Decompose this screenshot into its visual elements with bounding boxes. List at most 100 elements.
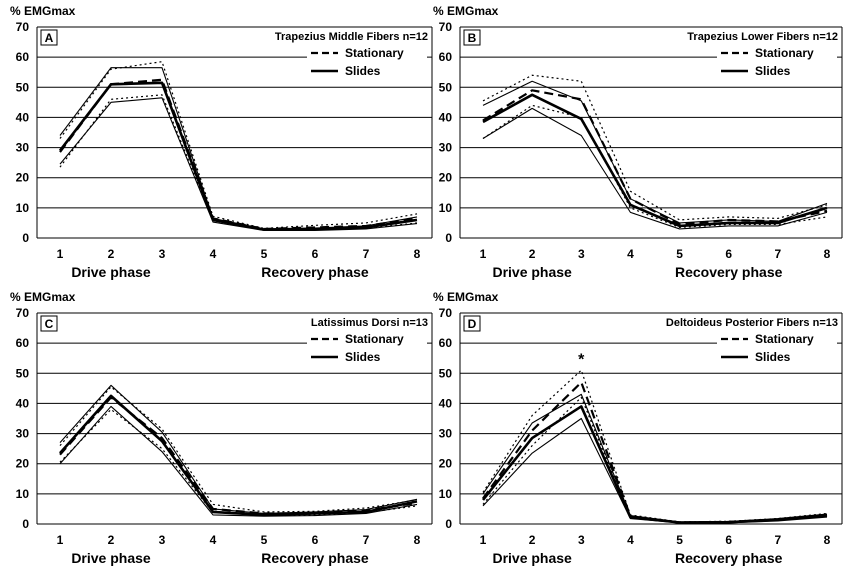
series-line-slides-upper [59,67,418,230]
y-tick-label: 40 [16,396,30,410]
series-line-stationary-upper [59,386,418,513]
y-tick-label: 60 [16,50,30,64]
y-tick-label: 30 [16,427,30,441]
x-axis-label-recovery: Recovery phase [675,264,783,280]
y-tick-label: 60 [16,336,30,350]
x-tick-label: 3 [159,247,166,261]
y-tick-label: 50 [439,366,453,380]
y-tick-label: 40 [439,396,453,410]
series-line-slides-lower [482,417,828,524]
panel-letter-box [463,29,481,46]
y-axis-label: % EMGmax [433,4,499,18]
y-tick-label: 20 [16,457,30,471]
panel-letter: B [468,31,477,45]
significance-marker: * [578,351,585,368]
series-line-slides-mean [58,81,418,231]
x-tick-label: 5 [261,533,268,547]
y-tick-label: 60 [439,50,453,64]
series-line-slides-mean [481,405,828,524]
x-tick-label: 3 [578,533,585,547]
y-axis-label: % EMGmax [433,290,499,304]
legend-label-slides: Slides [345,350,381,364]
y-axis-label: % EMGmax [10,4,76,18]
x-tick-label: 4 [210,247,217,261]
panel-letter: D [468,317,477,331]
panel-letter-box [463,315,481,332]
x-axis-label-recovery: Recovery phase [261,550,369,566]
y-tick-label: 10 [16,487,30,501]
series-line-stationary-mean [59,396,418,515]
x-axis-label-drive: Drive phase [492,550,572,566]
series-line-stationary-lower [482,104,828,229]
series-line-stationary-upper [59,61,418,229]
y-tick-label: 20 [439,457,453,471]
x-tick-label: 2 [529,247,536,261]
chart-panel-b: 0 10 20 30 40 50 60 70 % EMGmax 1 2 3 4 5 6 7 8 Drive pha… [433,4,843,280]
chart-panel-c: 0 10 20 30 40 50 60 70 % EMGmax 1 2 3 4 5 6 7 8 Drive pha… [10,290,433,566]
series-line-stationary-mean [482,89,828,226]
y-tick-label: 50 [439,80,453,94]
y-tick-label: 50 [16,80,30,94]
y-tick-label: 20 [439,171,453,185]
legend-label-slides: Slides [755,350,791,364]
x-tick-label: 8 [824,533,831,547]
x-axis-label-drive: Drive phase [492,264,572,280]
x-tick-label: 4 [627,533,634,547]
y-tick-label: 40 [16,110,30,124]
x-tick-label: 6 [312,247,319,261]
y-tick-label: 40 [439,110,453,124]
x-tick-label: 7 [363,247,370,261]
series-line-slides-lower [482,107,828,230]
y-axis-label: % EMGmax [10,290,76,304]
series-line-stationary-lower [59,408,418,516]
y-tick-label: 70 [439,20,453,34]
y-tick-label: 30 [16,141,30,155]
y-tick-label: 20 [16,171,30,185]
x-tick-label: 7 [775,247,782,261]
x-axis-label-recovery: Recovery phase [675,550,783,566]
series-line-slides-upper [482,80,828,224]
legend-label-slides: Slides [345,64,381,78]
x-tick-label: 1 [57,247,64,261]
series-line-slides-upper [482,393,828,523]
x-tick-label: 4 [627,247,634,261]
chart-panel-a: 0 10 20 30 40 50 60 70 % EMGmax 1 2 3 4 5 6 7 8 Drive pha… [10,4,433,280]
chart-title: Trapezius Middle Fibers n=12 [275,31,428,43]
x-tick-label: 2 [108,247,115,261]
series-line-stationary-lower [482,396,828,524]
x-tick-label: 1 [480,533,487,547]
series-line-slides-mean [482,93,828,228]
x-tick-label: 8 [414,533,421,547]
series-line-slides-lower [59,405,418,517]
y-tick-label: 30 [439,141,453,155]
x-tick-label: 1 [480,247,487,261]
y-tick-label: 10 [439,487,453,501]
y-tick-label: 0 [445,517,452,531]
y-tick-label: 0 [22,231,29,245]
series-line-stationary-upper [482,369,828,523]
panel-letter: C [45,317,54,331]
y-tick-label: 50 [16,366,30,380]
x-tick-label: 3 [159,533,166,547]
x-tick-label: 5 [676,247,683,261]
x-tick-label: 5 [261,247,268,261]
series-line-slides-mean [59,394,418,517]
chart-title: Latissimus Dorsi n=13 [311,317,428,329]
x-tick-label: 7 [363,533,370,547]
x-tick-label: 8 [824,247,831,261]
panel-letter-box [40,29,58,46]
y-tick-label: 10 [439,201,453,215]
x-axis-label-drive: Drive phase [71,264,151,280]
y-tick-label: 70 [16,306,30,320]
series-line-stationary-lower [59,94,418,231]
y-tick-label: 30 [439,427,453,441]
x-tick-label: 6 [312,533,319,547]
x-tick-label: 2 [529,533,536,547]
y-tick-label: 70 [16,20,30,34]
y-tick-label: 0 [22,517,29,531]
y-tick-label: 70 [439,306,453,320]
panel-letter: A [45,31,54,45]
legend-label-stationary: Stationary [345,332,404,346]
x-tick-label: 2 [108,533,115,547]
